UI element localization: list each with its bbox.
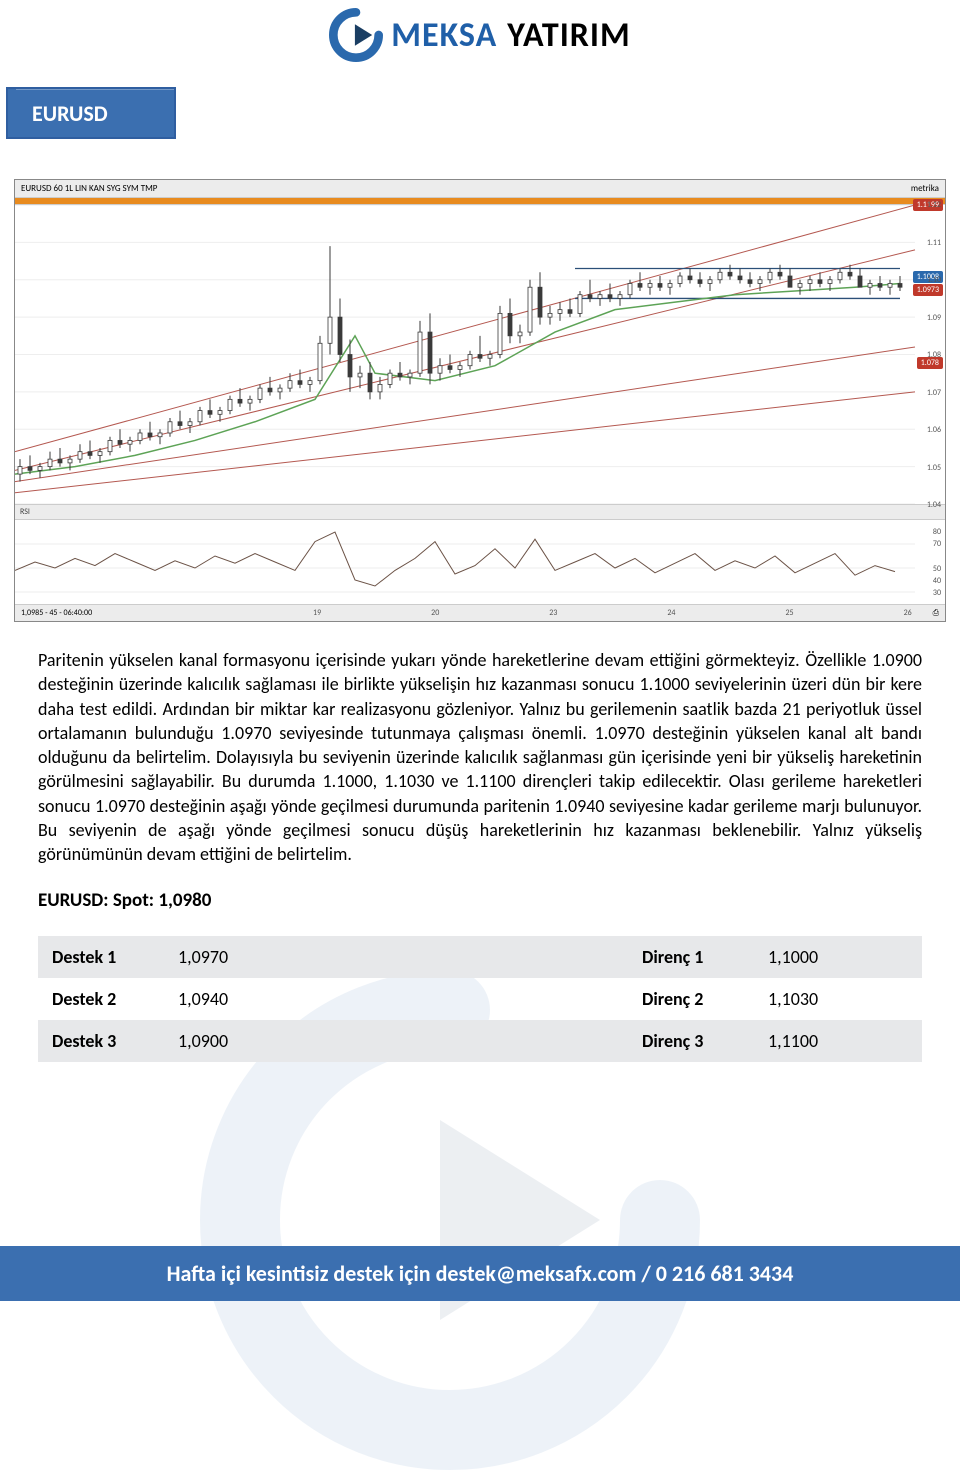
x-date: 23 bbox=[549, 608, 557, 618]
chart-toolbar-right: metrika bbox=[911, 183, 939, 194]
levels-row: Destek 1 1,0970 Direnç 1 1,1000 bbox=[38, 936, 922, 978]
chart-footer-left: 1,0985 - 45 - 06:40:00 bbox=[21, 608, 92, 618]
rsi-tick: 70 bbox=[933, 539, 941, 549]
resistance-value: 1,1030 bbox=[768, 988, 908, 1010]
x-date: 19 bbox=[313, 608, 321, 618]
levels-row: Destek 2 1,0940 Direnç 2 1,1030 bbox=[38, 978, 922, 1020]
y-tick: 1.08 bbox=[927, 350, 941, 360]
rsi-tick: 40 bbox=[933, 576, 941, 586]
rsi-tick: 50 bbox=[933, 564, 941, 574]
x-date: 24 bbox=[667, 608, 675, 618]
pair-label: EURUSD bbox=[14, 89, 174, 137]
rsi-tick: 80 bbox=[933, 527, 941, 537]
y-tick: 1.06 bbox=[927, 425, 941, 435]
header-logo: MEKSA YATIRIM bbox=[0, 0, 960, 81]
support-value: 1,0900 bbox=[178, 1030, 318, 1052]
levels-row: Destek 3 1,0900 Direnç 3 1,1100 bbox=[38, 1020, 922, 1062]
chart-footer-right: ⎙ bbox=[933, 608, 939, 618]
resistance-value: 1,1100 bbox=[768, 1030, 908, 1052]
y-tick: 1.11 bbox=[927, 238, 941, 248]
price-chart: EURUSD 60 1L LIN KAN SYG SYM TMP metrika… bbox=[14, 179, 946, 622]
brand-name-1: MEKSA bbox=[391, 15, 497, 56]
analysis-text: Paritenin yükselen kanal formasyonu içer… bbox=[38, 648, 922, 867]
levels-table: Destek 1 1,0970 Direnç 1 1,1000 Destek 2 1,09… bbox=[38, 936, 922, 1062]
chart-strip bbox=[15, 198, 945, 205]
chart-rsi-area: 30 40 50 70 80 bbox=[15, 520, 945, 605]
y-tick: 1.09 bbox=[927, 313, 941, 323]
x-date: 20 bbox=[431, 608, 439, 618]
y-tick: 1.07 bbox=[927, 388, 941, 398]
support-label: Destek 3 bbox=[52, 1030, 142, 1052]
resistance-label: Direnç 1 bbox=[642, 946, 732, 968]
support-label: Destek 2 bbox=[52, 988, 142, 1010]
support-value: 1,0970 bbox=[178, 946, 318, 968]
price-label: 1.0973 bbox=[913, 284, 943, 296]
spot-value: EURUSD: Spot: 1,0980 bbox=[38, 889, 922, 912]
footer-contact: Hafta içi kesintisiz destek için destek@… bbox=[0, 1246, 960, 1301]
resistance-label: Direnç 2 bbox=[642, 988, 732, 1010]
rsi-label: RSI bbox=[15, 505, 945, 520]
logo-icon bbox=[329, 8, 383, 62]
y-tick: 1.12 bbox=[927, 200, 941, 210]
x-date: 26 bbox=[904, 608, 912, 618]
y-tick: 1.10 bbox=[927, 275, 941, 285]
rsi-tick: 30 bbox=[933, 588, 941, 598]
x-date: 25 bbox=[785, 608, 793, 618]
y-tick: 1.05 bbox=[927, 463, 941, 473]
y-tick: 1.04 bbox=[927, 500, 941, 510]
pair-badge: EURUSD bbox=[14, 87, 176, 139]
brand-name-2: YATIRIM bbox=[507, 15, 631, 56]
chart-price-area: 1.11991.10081.09731.078 1.041.051.061.07… bbox=[15, 205, 945, 505]
chart-toolbar-left: EURUSD 60 1L LIN KAN SYG SYM TMP bbox=[21, 183, 157, 194]
support-value: 1,0940 bbox=[178, 988, 318, 1010]
resistance-value: 1,1000 bbox=[768, 946, 908, 968]
support-label: Destek 1 bbox=[52, 946, 142, 968]
resistance-label: Direnç 3 bbox=[642, 1030, 732, 1052]
